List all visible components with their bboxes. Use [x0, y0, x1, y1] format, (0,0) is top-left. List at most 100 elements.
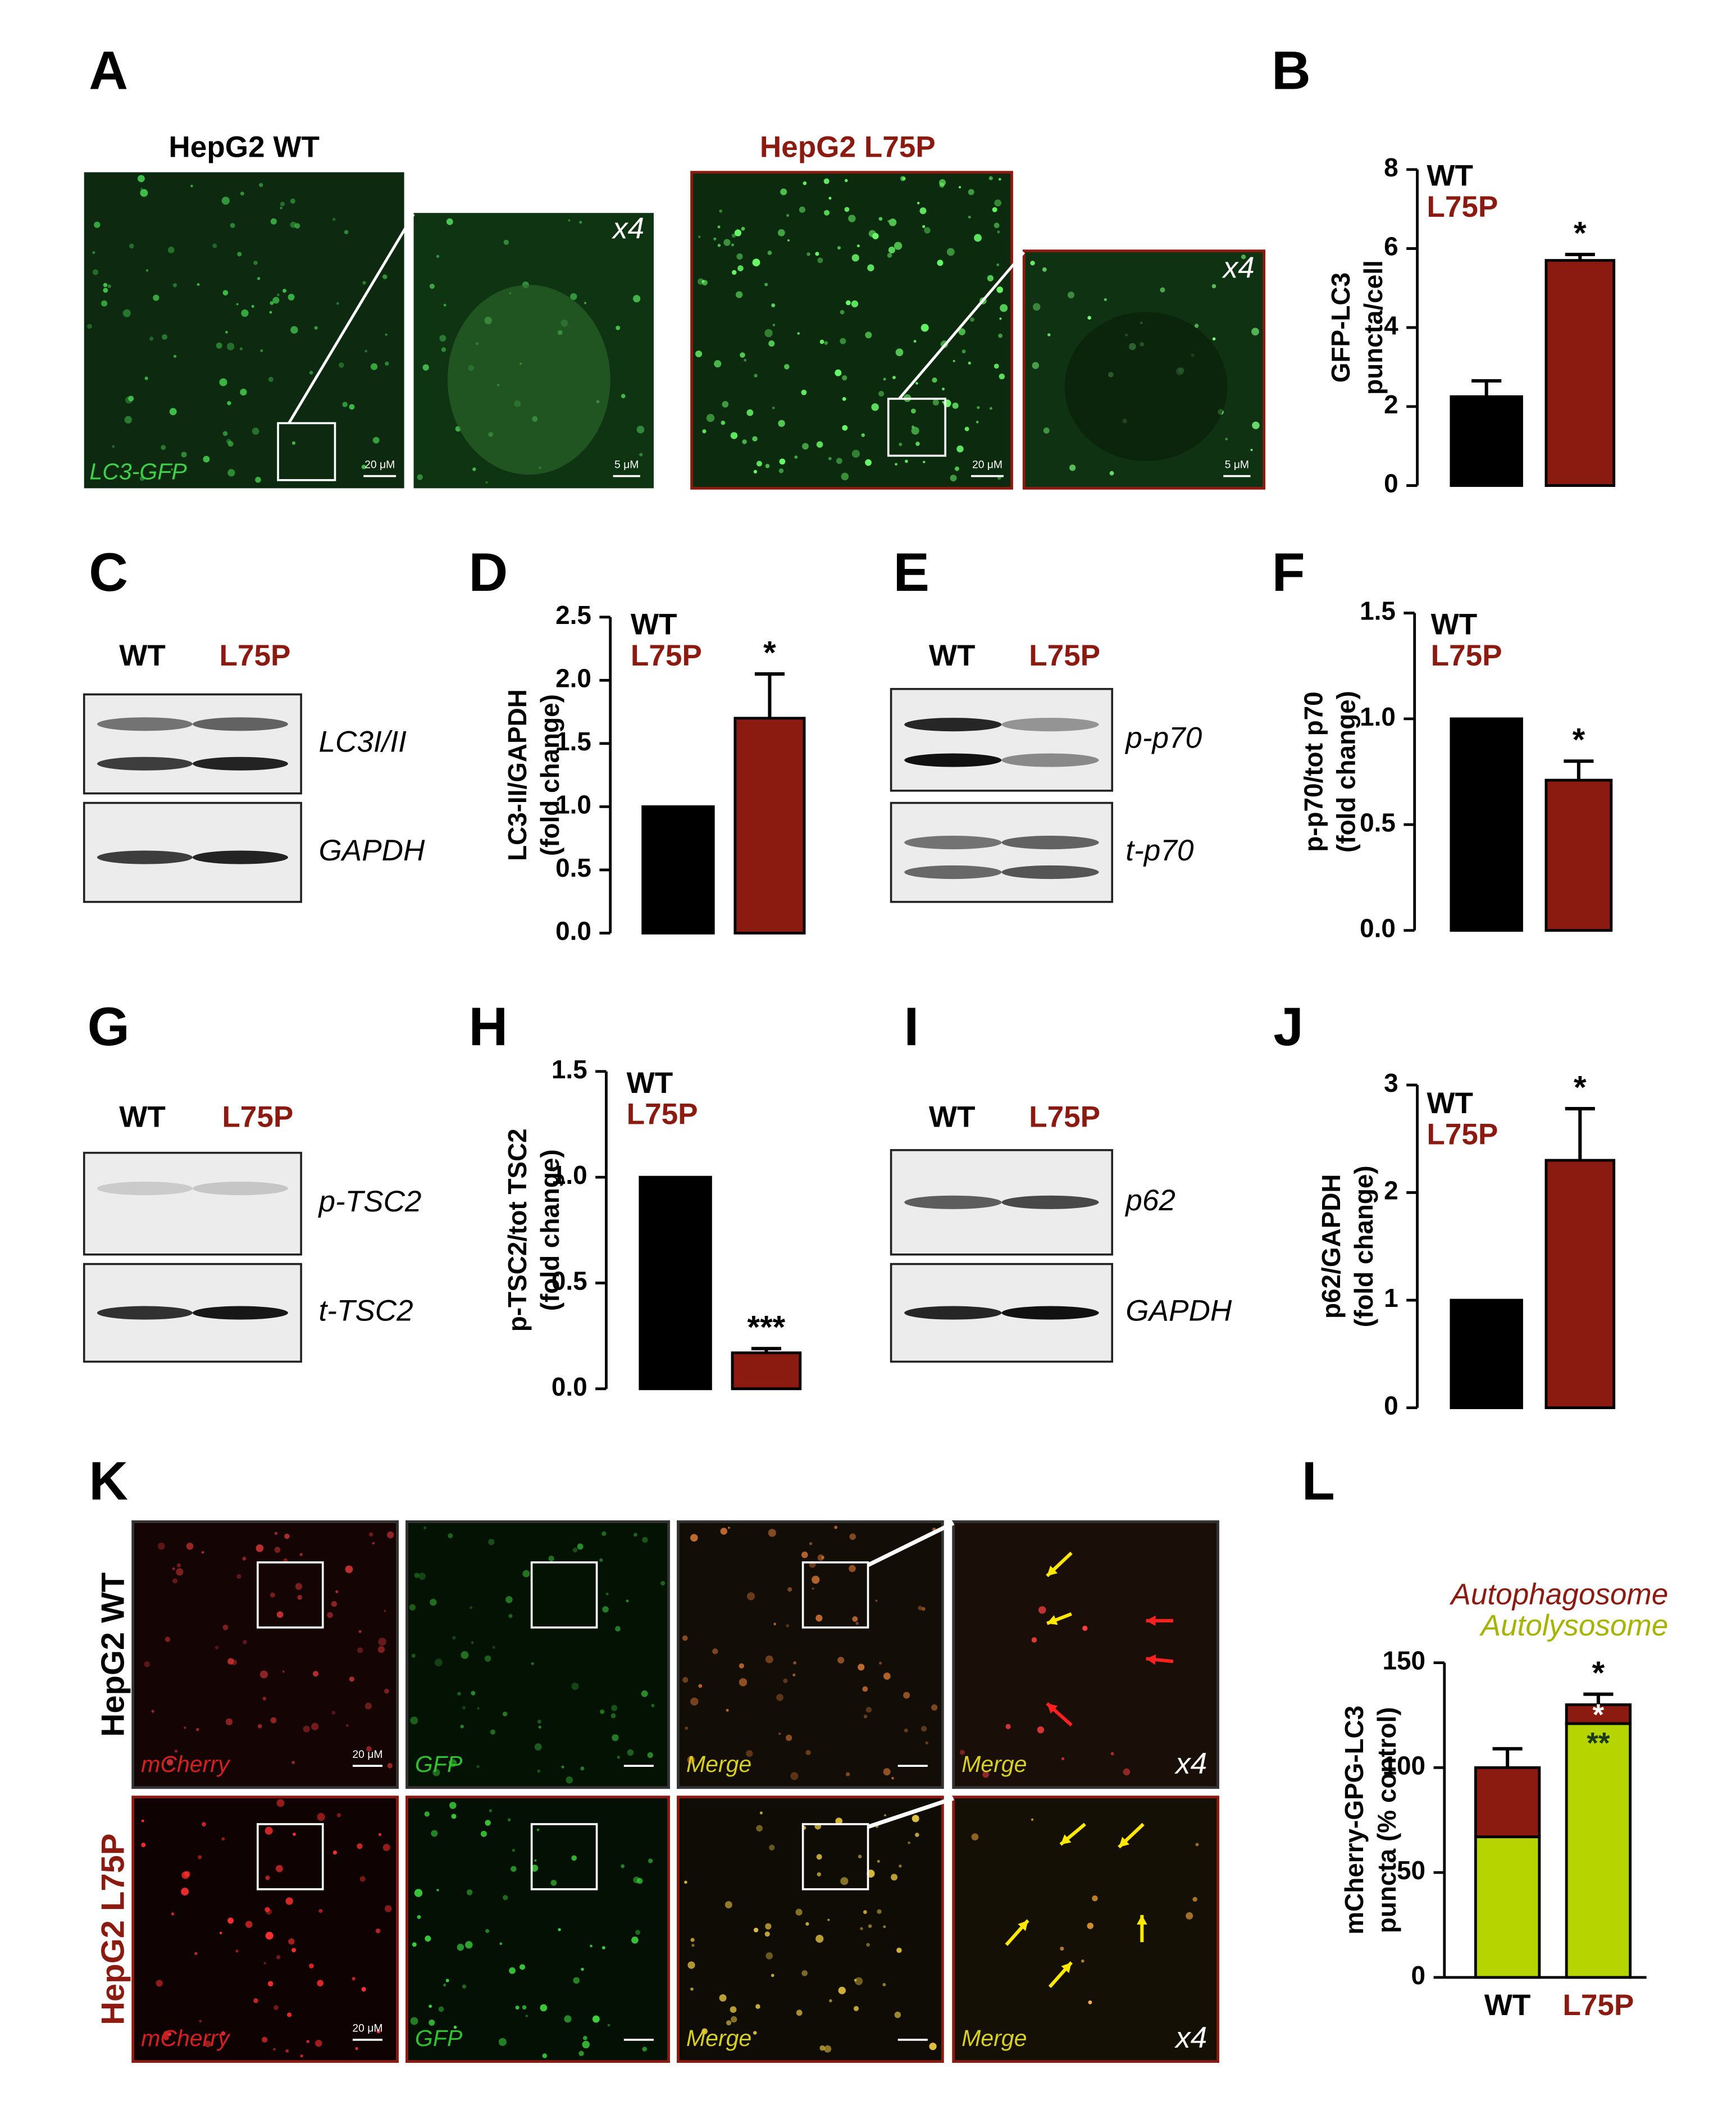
puncta [915, 382, 918, 385]
puncta [1037, 1726, 1045, 1734]
significance: * [763, 635, 776, 671]
puncta [429, 2004, 432, 2008]
puncta [908, 1841, 910, 1844]
panel-letter: D [468, 543, 508, 603]
zoom-box [530, 1561, 598, 1629]
puncta [865, 459, 872, 466]
puncta [968, 189, 974, 195]
puncta [744, 358, 747, 362]
puncta [753, 470, 758, 474]
puncta [1038, 1606, 1046, 1614]
puncta [797, 332, 800, 335]
puncta [171, 1912, 175, 1916]
puncta [1195, 1843, 1199, 1847]
puncta [717, 244, 721, 247]
band-label: LC3I/II [318, 726, 407, 759]
puncta [685, 1726, 689, 1730]
puncta [417, 1915, 421, 1919]
zoom-box [257, 1561, 324, 1629]
puncta [931, 1704, 938, 1711]
micrograph [677, 1796, 944, 2063]
puncta [438, 2006, 444, 2012]
puncta [1123, 1768, 1131, 1776]
puncta [297, 1594, 302, 1600]
puncta [221, 1837, 225, 1841]
puncta [1067, 291, 1075, 299]
puncta [537, 1719, 541, 1724]
puncta [690, 1534, 698, 1542]
puncta [883, 377, 886, 381]
significance: * [1573, 722, 1585, 758]
puncta [968, 361, 971, 365]
puncta [959, 1749, 965, 1755]
puncta [507, 1818, 511, 1822]
puncta [1082, 1625, 1088, 1631]
puncta [466, 1889, 473, 1895]
puncta [809, 1542, 813, 1546]
y-tick-label: 0 [1384, 1391, 1398, 1420]
band [97, 850, 193, 864]
band-label: p-TSC2 [317, 1185, 421, 1218]
puncta [726, 2020, 732, 2026]
puncta [962, 349, 966, 354]
puncta [746, 1749, 753, 1757]
puncta [682, 1635, 688, 1641]
puncta [156, 1980, 163, 1987]
puncta [267, 1981, 274, 1986]
puncta [845, 300, 851, 306]
puncta [1087, 1922, 1093, 1929]
puncta [443, 1983, 446, 1987]
puncta [891, 1874, 897, 1881]
puncta [227, 1917, 234, 1924]
puncta [499, 1942, 503, 1945]
puncta [824, 341, 828, 345]
puncta [912, 1815, 919, 1822]
puncta [418, 1573, 426, 1580]
zoom-label: x4 [1222, 252, 1255, 285]
y-tick-label: 8 [1384, 153, 1398, 182]
band [192, 1181, 288, 1196]
puncta [687, 1961, 695, 1969]
puncta [772, 406, 775, 409]
puncta [485, 481, 488, 484]
puncta [917, 202, 920, 204]
legend-entry: L75P [1431, 639, 1502, 672]
puncta [634, 1533, 637, 1537]
puncta [848, 215, 856, 222]
puncta [219, 378, 227, 386]
puncta [460, 1725, 464, 1729]
puncta [1192, 1897, 1197, 1902]
puncta [915, 1833, 919, 1837]
puncta [823, 209, 830, 216]
significance: * [1574, 1070, 1587, 1106]
puncta [366, 1746, 372, 1752]
puncta [364, 1702, 372, 1710]
micrograph [405, 1796, 670, 2063]
puncta [1110, 1752, 1114, 1756]
puncta [376, 2029, 381, 2034]
puncta [875, 1599, 878, 1602]
puncta [992, 207, 997, 212]
zoom-box [887, 398, 946, 457]
puncta [803, 181, 807, 185]
puncta [436, 1889, 439, 1892]
puncta [698, 235, 701, 238]
puncta [153, 294, 160, 301]
puncta [1047, 333, 1051, 336]
puncta [141, 1819, 144, 1822]
puncta [94, 221, 101, 228]
puncta [612, 1734, 619, 1742]
puncta [449, 1759, 457, 1767]
puncta [198, 1855, 202, 1860]
puncta [582, 2040, 590, 2049]
puncta [489, 1809, 493, 1812]
puncta [852, 1616, 858, 1622]
puncta [364, 349, 368, 353]
puncta [999, 317, 1002, 320]
puncta [801, 1551, 808, 1559]
band [97, 1306, 193, 1320]
puncta [372, 436, 380, 444]
puncta [382, 274, 388, 280]
puncta [827, 1919, 830, 1921]
puncta [805, 1749, 811, 1756]
